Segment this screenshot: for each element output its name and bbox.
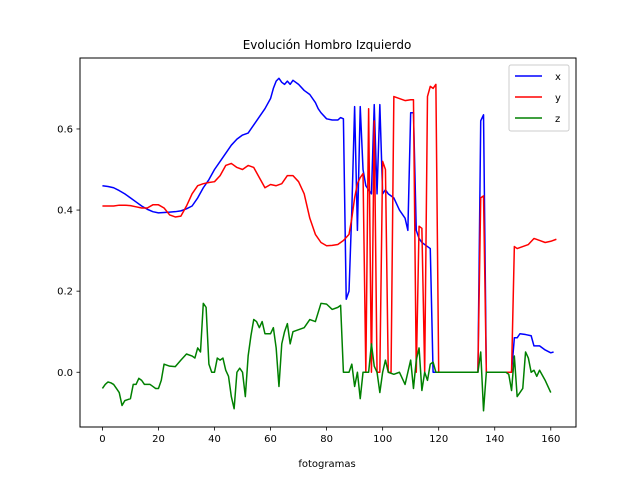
x-tick-label: 40 xyxy=(208,434,221,445)
legend-label-z: z xyxy=(555,114,560,125)
y-tick-label: 0.2 xyxy=(57,287,73,298)
x-axis-label: fotogramas xyxy=(298,459,355,470)
x-tick-label: 140 xyxy=(485,434,504,445)
x-tick-label: 100 xyxy=(373,434,392,445)
plot-frame xyxy=(79,57,577,428)
chart-title: Evolución Hombro Izquierdo xyxy=(243,38,412,52)
x-tick-label: 160 xyxy=(541,434,560,445)
legend-label-x: x xyxy=(555,72,561,83)
x-tick-label: 120 xyxy=(429,434,448,445)
plot-area xyxy=(101,77,557,412)
x-tick-label: 0 xyxy=(99,434,105,445)
legend: xyz xyxy=(508,64,570,132)
y-tick-label: 0.4 xyxy=(57,206,73,217)
legend-label-y: y xyxy=(555,93,561,104)
x-axis-ticks: 0 20 40 60 80 100 120 140 160 xyxy=(99,427,560,445)
legend-box xyxy=(508,64,570,132)
x-tick-label: 60 xyxy=(264,434,277,445)
y-tick-label: 0.6 xyxy=(57,124,73,135)
x-tick-label: 80 xyxy=(320,434,333,445)
y-tick-label: 0.0 xyxy=(57,368,73,379)
y-axis-ticks: 0.0 0.2 0.4 0.6 xyxy=(57,124,80,379)
series-line-z xyxy=(101,302,552,412)
x-tick-label: 20 xyxy=(152,434,165,445)
